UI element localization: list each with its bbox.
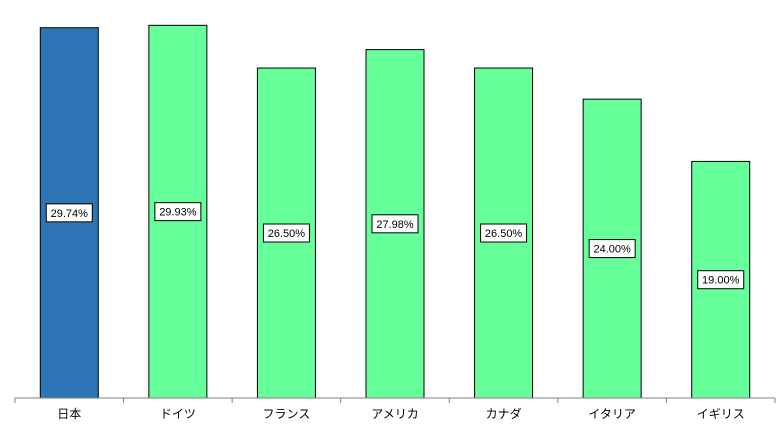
data-label-box [154, 202, 202, 222]
x-tick-label: フランス [263, 407, 311, 421]
data-label: 24.00% [593, 244, 631, 256]
x-tick-label: 日本 [57, 407, 81, 421]
data-label: 19.00% [702, 275, 740, 287]
data-label: 27.98% [376, 219, 414, 231]
data-label-box [588, 239, 636, 259]
data-label: 29.93% [159, 207, 197, 219]
x-tick-label: アメリカ [371, 407, 418, 421]
data-label-box [480, 223, 528, 243]
bars-group [39, 24, 751, 399]
data-labels-group: 29.74% 29.93% 26.50% 27.98% 26.50% 24.00% 19.0… [45, 202, 745, 290]
x-tick-label: カナダ [486, 406, 522, 421]
data-label-box [45, 203, 93, 223]
x-axis: 日本 ドイツ フランス アメリカ カナダ イタリア イギリス [14, 397, 776, 421]
x-tick-label: イタリア [588, 407, 636, 421]
data-label: 26.50% [485, 228, 523, 240]
data-label-box [371, 214, 419, 234]
x-tick-label: イギリス [697, 407, 745, 421]
data-label: 26.50% [268, 228, 306, 240]
data-label-box [697, 270, 745, 290]
data-label: 29.74% [51, 208, 89, 220]
x-tick-label: ドイツ [160, 407, 196, 421]
data-label-box [262, 223, 310, 243]
